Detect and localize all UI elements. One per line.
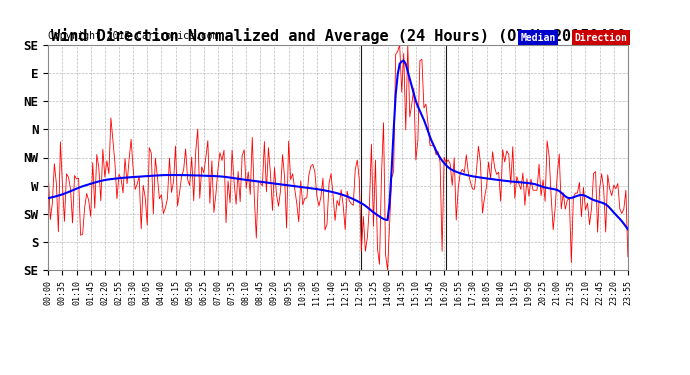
- Text: Copyright 2015 Cartronics.com: Copyright 2015 Cartronics.com: [48, 32, 219, 41]
- Text: Direction: Direction: [575, 33, 627, 43]
- Text: Median: Median: [521, 33, 556, 43]
- Title: Wind Direction Normalized and Average (24 Hours) (Old) 20150410: Wind Direction Normalized and Average (2…: [50, 28, 626, 44]
